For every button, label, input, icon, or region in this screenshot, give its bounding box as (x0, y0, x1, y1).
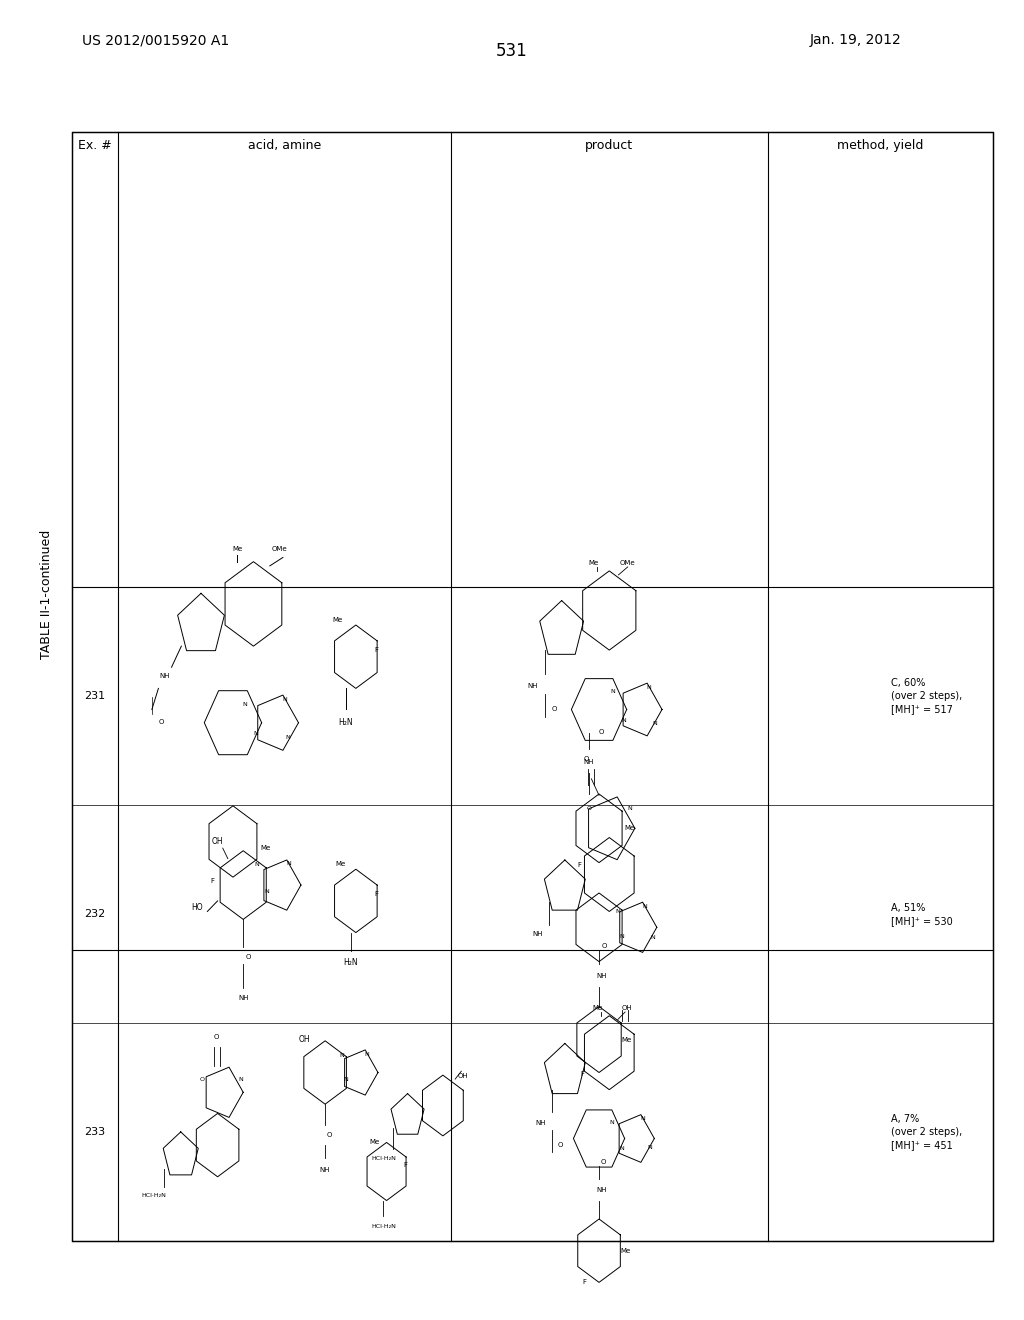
Text: F: F (375, 647, 378, 653)
Text: NH: NH (527, 682, 538, 689)
Text: acid, amine: acid, amine (248, 139, 321, 152)
Text: product: product (586, 139, 633, 152)
Text: N: N (620, 935, 624, 939)
Text: F: F (578, 862, 582, 869)
Text: N: N (646, 685, 651, 690)
Text: Ex. #: Ex. # (78, 139, 112, 152)
Text: N: N (648, 1146, 652, 1150)
Text: 232: 232 (84, 909, 105, 919)
Text: N: N (610, 689, 615, 694)
Text: F: F (403, 1162, 407, 1168)
Text: Me: Me (593, 1006, 603, 1011)
Text: N: N (609, 1119, 614, 1125)
Text: H₂N: H₂N (338, 718, 353, 727)
Text: OH: OH (299, 1035, 310, 1044)
Text: O: O (214, 1034, 219, 1040)
Text: N: N (239, 1077, 244, 1081)
Text: O: O (159, 719, 165, 725)
Text: Me: Me (589, 560, 599, 566)
Text: N: N (642, 904, 647, 908)
Text: N: N (620, 1146, 625, 1151)
Text: N: N (615, 909, 620, 913)
Text: TABLE II-1-continued: TABLE II-1-continued (40, 529, 52, 659)
Text: Jan. 19, 2012: Jan. 19, 2012 (809, 33, 901, 48)
Text: O: O (584, 756, 589, 762)
Text: O: O (600, 1159, 606, 1166)
Text: Me: Me (231, 546, 243, 552)
Text: C, 60%
(over 2 steps),
[MH]⁺ = 517: C, 60% (over 2 steps), [MH]⁺ = 517 (891, 678, 963, 714)
Text: NH: NH (238, 995, 249, 1002)
Text: HCl·H₂N: HCl·H₂N (141, 1193, 166, 1197)
Text: F: F (375, 891, 378, 898)
Text: N: N (254, 862, 259, 867)
Text: OMe: OMe (271, 546, 288, 552)
Text: NH: NH (597, 973, 607, 979)
Text: A, 7%
(over 2 steps),
[MH]⁺ = 451: A, 7% (over 2 steps), [MH]⁺ = 451 (891, 1114, 963, 1150)
Text: N: N (283, 697, 287, 702)
Text: F: F (583, 1279, 587, 1286)
Text: OH: OH (622, 1006, 632, 1011)
Text: N: N (286, 862, 291, 866)
Text: Me: Me (332, 616, 343, 623)
Text: N: N (622, 718, 627, 722)
Text: 233: 233 (84, 1127, 105, 1137)
Text: Me: Me (369, 1139, 380, 1146)
Text: Me: Me (621, 1247, 631, 1254)
Text: N: N (640, 1117, 645, 1121)
Text: OH: OH (458, 1073, 469, 1080)
Text: O: O (558, 1142, 563, 1148)
Text: NH: NH (584, 759, 594, 766)
Text: O: O (246, 954, 251, 960)
Text: Me: Me (625, 825, 635, 832)
Text: N: N (343, 1077, 348, 1081)
Text: OH: OH (212, 837, 223, 846)
Text: NH: NH (160, 673, 170, 678)
Bar (72, 132, 993, 1241)
Text: O: O (598, 729, 604, 735)
Text: O: O (327, 1131, 332, 1138)
Text: Me: Me (622, 1036, 632, 1043)
Text: HO: HO (191, 903, 203, 912)
Text: O: O (200, 1077, 205, 1081)
Text: H₂N: H₂N (343, 958, 358, 968)
Text: NH: NH (597, 1187, 607, 1193)
Text: N: N (650, 936, 654, 940)
Text: N: N (254, 731, 258, 737)
Text: 231: 231 (84, 692, 105, 701)
Text: N: N (242, 702, 247, 706)
Text: N: N (628, 807, 632, 810)
Text: HCl·H₂N: HCl·H₂N (371, 1225, 396, 1229)
Text: N: N (339, 1053, 344, 1057)
Text: NH: NH (536, 1119, 546, 1126)
Text: Me: Me (260, 845, 271, 851)
Text: O: O (601, 942, 607, 949)
Text: F: F (581, 1071, 585, 1077)
Text: HCl·H₂N: HCl·H₂N (372, 1156, 396, 1160)
Text: N: N (652, 721, 656, 726)
Text: Me: Me (335, 861, 346, 867)
Text: A, 51%
[MH]⁺ = 530: A, 51% [MH]⁺ = 530 (891, 903, 952, 925)
Text: method, yield: method, yield (838, 139, 924, 152)
Text: NH: NH (319, 1167, 331, 1173)
Text: N: N (365, 1052, 370, 1056)
Text: OMe: OMe (620, 560, 636, 566)
Text: US 2012/0015920 A1: US 2012/0015920 A1 (82, 33, 229, 48)
Text: 531: 531 (496, 42, 528, 61)
Text: NH: NH (532, 931, 543, 937)
Text: N: N (285, 735, 290, 739)
Text: O: O (587, 807, 591, 810)
Text: O: O (551, 706, 557, 713)
Text: N: N (265, 890, 269, 895)
Text: F: F (211, 878, 214, 884)
